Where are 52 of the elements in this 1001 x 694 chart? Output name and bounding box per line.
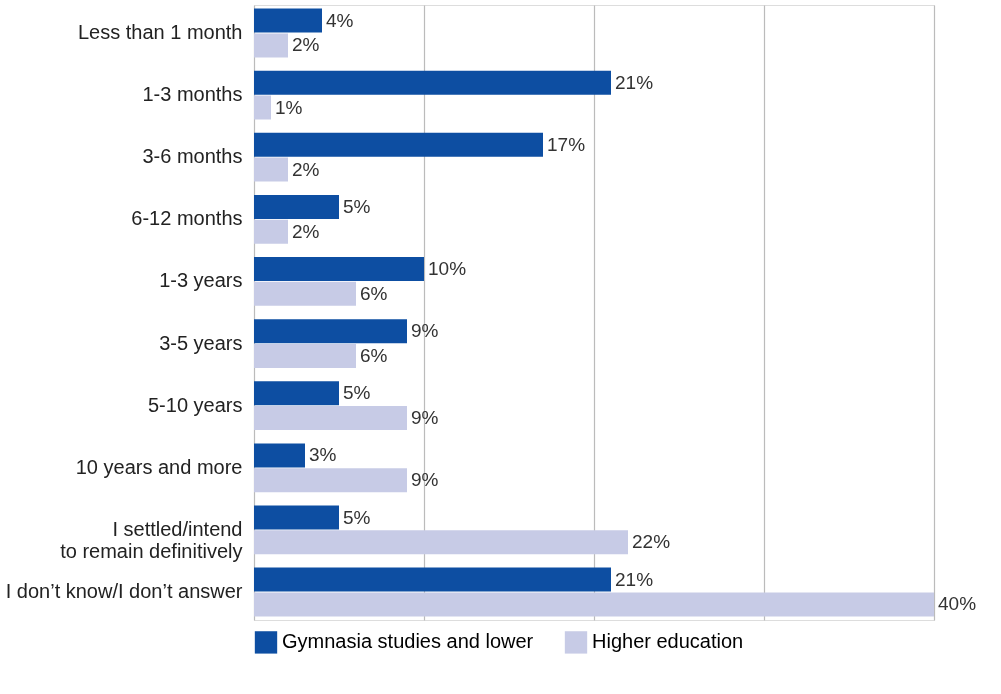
y-tick-label: 1-3 years <box>159 269 243 292</box>
legend-label: Higher education <box>592 630 744 653</box>
bar <box>254 194 339 219</box>
bar <box>254 443 305 468</box>
data-label: 5% <box>343 382 371 404</box>
bar <box>254 381 339 406</box>
bar <box>254 319 407 344</box>
bar <box>254 468 407 493</box>
bar <box>254 157 288 182</box>
bar <box>254 257 424 282</box>
bar <box>254 567 611 592</box>
y-tick-label: Less than 1 month <box>77 20 243 43</box>
data-label: 2% <box>292 158 320 180</box>
y-tick-label: I don’t know/I don’t answer <box>5 580 243 603</box>
data-label: 4% <box>326 9 354 31</box>
data-label: 10% <box>428 258 467 280</box>
data-label: 40% <box>938 593 977 615</box>
data-label: 5% <box>343 195 371 217</box>
legend-label: Gymnasia studies and lower <box>282 630 534 653</box>
data-label: 22% <box>632 531 671 553</box>
data-label: 6% <box>360 344 388 366</box>
data-label: 9% <box>411 407 439 429</box>
bar <box>254 592 934 617</box>
data-label: 2% <box>292 220 320 242</box>
data-label: 21% <box>615 568 654 590</box>
y-tick-label: 10 years and more <box>75 455 243 478</box>
bar <box>254 33 288 58</box>
data-label: 5% <box>343 506 371 528</box>
y-tick-label: I settled/intend to remain definitively <box>60 517 243 562</box>
bar <box>254 281 356 306</box>
data-label: 1% <box>275 96 303 118</box>
y-tick-label: 3-6 months <box>142 145 243 168</box>
bar <box>254 505 339 530</box>
bar <box>254 70 611 95</box>
bar <box>254 343 356 368</box>
data-label: 6% <box>360 282 388 304</box>
y-tick-label: 6-12 months <box>131 207 243 230</box>
y-tick-label: 5-10 years <box>148 393 243 416</box>
bar <box>254 95 271 120</box>
bar <box>254 406 407 431</box>
bar <box>254 219 288 244</box>
data-label: 9% <box>411 320 439 342</box>
data-label: 17% <box>547 133 586 155</box>
bar <box>254 132 543 157</box>
bar <box>254 530 628 555</box>
y-tick-label: 1-3 months <box>142 83 243 106</box>
data-label: 9% <box>411 469 439 491</box>
y-tick-label: 3-5 years <box>159 331 243 354</box>
bar <box>254 8 322 33</box>
data-label: 2% <box>292 34 320 56</box>
data-label: 3% <box>309 444 337 466</box>
data-label: 21% <box>615 71 654 93</box>
